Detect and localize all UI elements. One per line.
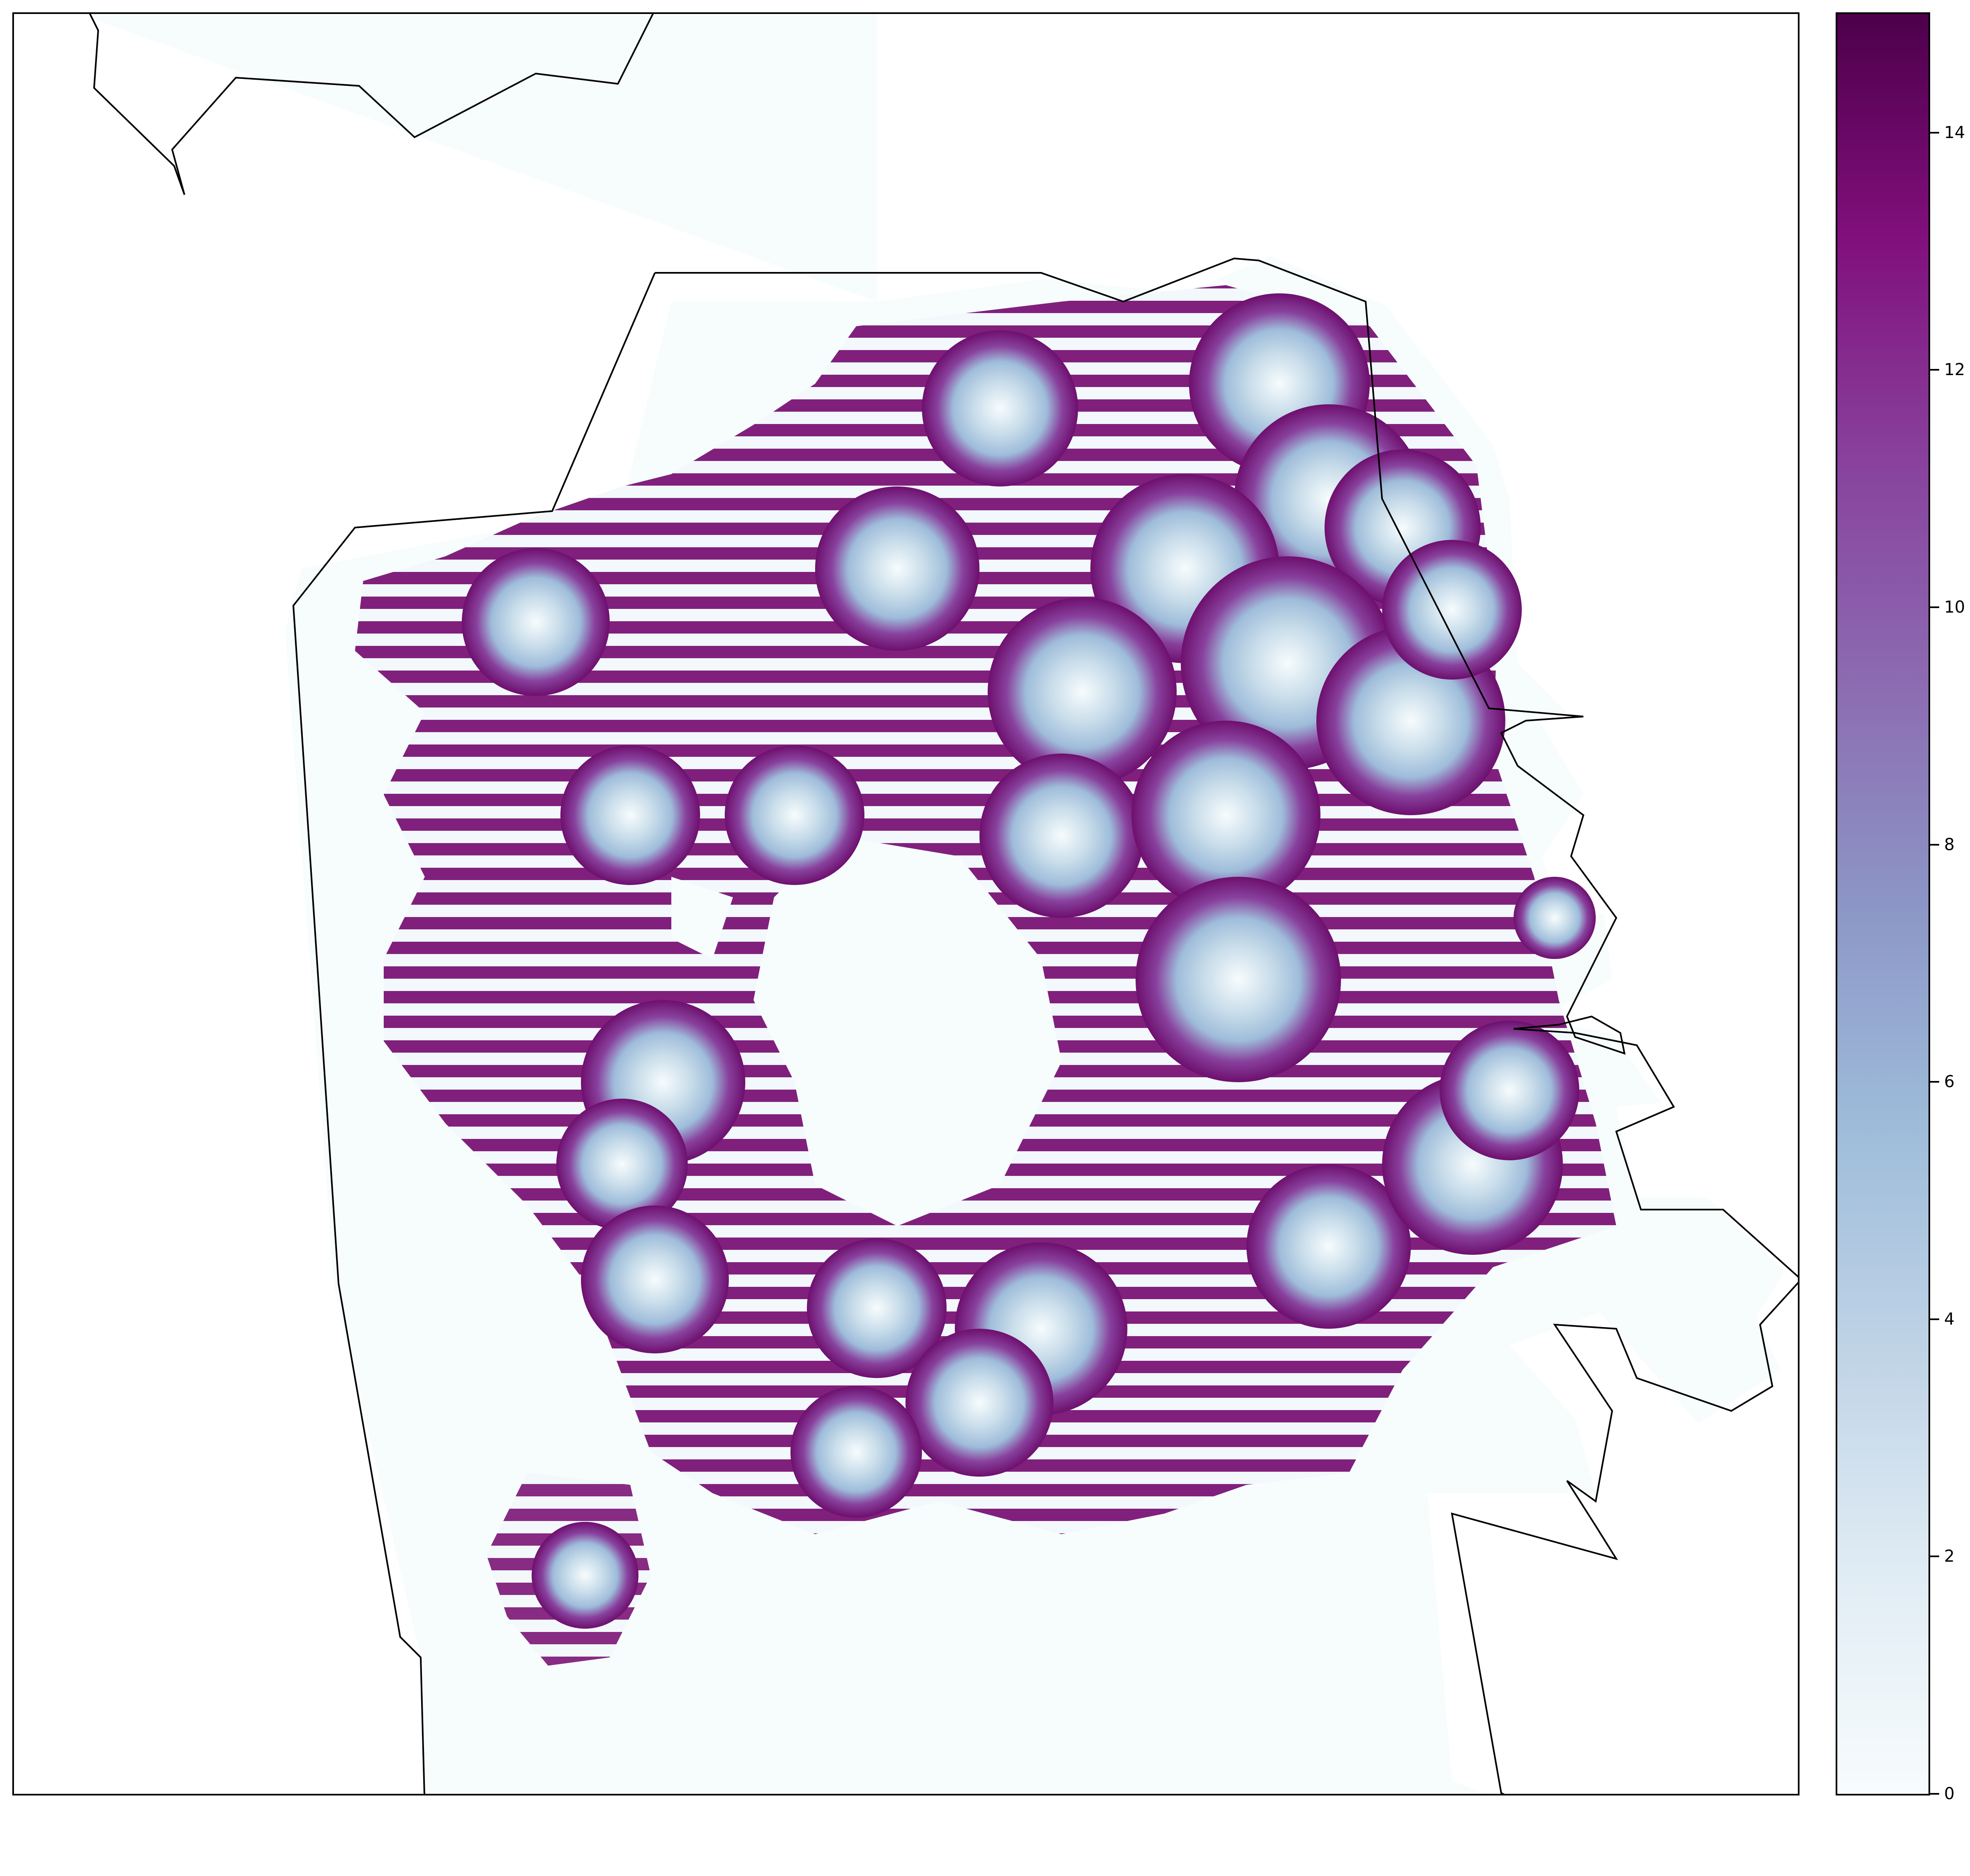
colorbar (1836, 12, 1930, 1795)
tick-label: 4 (1944, 1309, 1955, 1329)
colorbar-gradient (1837, 14, 1929, 1794)
tick-label: 0 (1944, 1784, 1955, 1803)
tick-label: 14 (1944, 123, 1965, 142)
map-panel (12, 12, 1799, 1795)
tick-label: 8 (1944, 835, 1955, 854)
tick-label: 2 (1944, 1547, 1955, 1566)
map-canvas (80, 14, 1798, 1794)
region-boundary (89, 14, 1798, 1794)
tick-label: 12 (1944, 360, 1965, 380)
density-points (355, 285, 1616, 1666)
tick-label: 6 (1944, 1072, 1955, 1092)
tick-label: 10 (1944, 598, 1965, 617)
low-value-hotspots (462, 293, 1596, 1629)
